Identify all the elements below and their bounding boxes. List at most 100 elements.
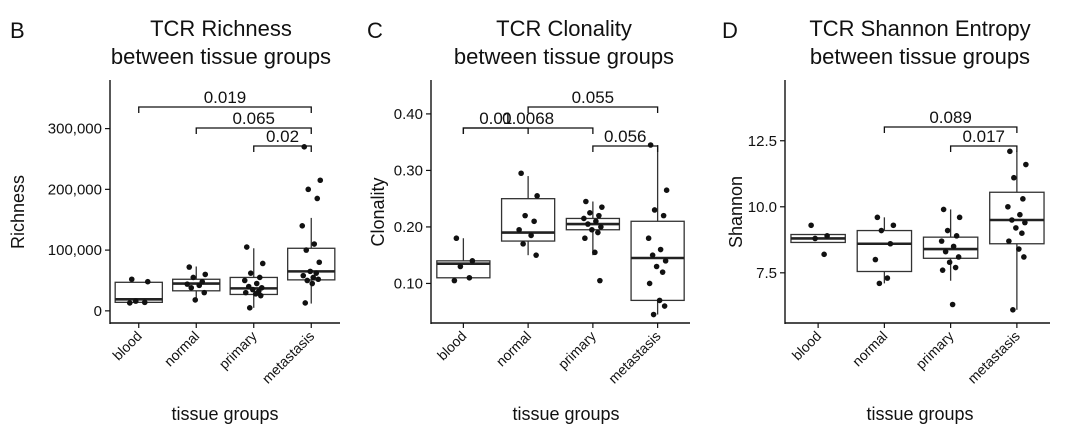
y-tick-label: 300,000 bbox=[48, 121, 102, 138]
chart-title-line-2: between tissue groups bbox=[810, 44, 1030, 69]
data-point bbox=[661, 303, 668, 309]
data-point bbox=[184, 281, 191, 287]
x-axis-label: tissue groups bbox=[171, 404, 278, 424]
data-point bbox=[533, 252, 539, 258]
data-point bbox=[1020, 196, 1026, 202]
data-point bbox=[253, 280, 260, 287]
data-point bbox=[242, 289, 249, 296]
data-point bbox=[188, 284, 195, 291]
data-point bbox=[245, 283, 252, 290]
x-tick-label: normal bbox=[161, 328, 203, 370]
data-point bbox=[243, 244, 250, 250]
data-point bbox=[872, 256, 879, 263]
data-point bbox=[1007, 148, 1013, 155]
data-point bbox=[653, 263, 660, 270]
data-point bbox=[317, 177, 324, 184]
chart-title-line-1: TCR Clonality bbox=[496, 16, 632, 41]
data-point bbox=[878, 227, 885, 234]
panel-letter-c: C bbox=[367, 18, 383, 43]
data-point bbox=[581, 215, 587, 222]
data-point bbox=[316, 259, 323, 266]
data-point bbox=[824, 233, 830, 239]
data-point bbox=[315, 276, 322, 283]
data-point bbox=[887, 240, 894, 247]
chart-title-line-2: between tissue groups bbox=[454, 44, 674, 69]
significance-bracket bbox=[883, 126, 1018, 133]
y-tick-label: 0.10 bbox=[394, 275, 423, 292]
y-axis-label: Shannon bbox=[726, 176, 746, 248]
data-point bbox=[252, 291, 259, 297]
data-point bbox=[1019, 230, 1025, 236]
y-axis-label: Clonality bbox=[368, 177, 388, 246]
panel-letter-b: B bbox=[10, 18, 25, 43]
p-value-label: 0.019 bbox=[204, 88, 247, 107]
data-point bbox=[141, 299, 148, 306]
box-normal bbox=[500, 198, 556, 242]
y-tick-label: 0.20 bbox=[394, 219, 423, 236]
data-point bbox=[649, 252, 656, 258]
data-point bbox=[301, 144, 308, 150]
p-value-label: 0.0068 bbox=[502, 109, 554, 128]
data-point bbox=[650, 311, 657, 318]
panel-richness: B TCR Richness between tissue groups Ric… bbox=[8, 16, 340, 424]
data-point bbox=[1017, 211, 1023, 218]
data-point bbox=[309, 280, 316, 287]
data-point bbox=[946, 259, 953, 266]
panel-clonality: C TCR Clonality between tissue groups Cl… bbox=[367, 16, 690, 424]
x-tick-label: normal bbox=[849, 328, 891, 370]
y-tick-label: 10.0 bbox=[748, 199, 777, 216]
x-axis-label: tissue groups bbox=[512, 404, 619, 424]
data-point bbox=[939, 267, 946, 273]
data-point bbox=[126, 300, 133, 306]
data-point bbox=[587, 210, 593, 216]
data-point bbox=[663, 187, 670, 193]
data-point bbox=[307, 268, 314, 275]
data-point bbox=[942, 248, 949, 255]
data-point bbox=[310, 274, 317, 281]
data-point bbox=[1005, 203, 1011, 210]
significance-bracket bbox=[527, 106, 659, 113]
data-point bbox=[583, 198, 589, 205]
y-tick-label: 12.5 bbox=[748, 133, 777, 150]
data-point bbox=[303, 247, 310, 253]
x-tick-label: primary bbox=[216, 328, 260, 372]
x-tick-label: metastasis bbox=[259, 328, 318, 387]
data-point bbox=[241, 277, 248, 284]
x-tick-label: normal bbox=[493, 328, 535, 370]
data-point bbox=[1016, 246, 1022, 252]
data-point bbox=[305, 186, 312, 193]
x-tick-label: metastasis bbox=[605, 328, 664, 387]
data-point bbox=[300, 272, 307, 279]
data-point bbox=[304, 277, 311, 284]
data-point bbox=[953, 233, 960, 239]
box-primary bbox=[922, 236, 979, 259]
data-point bbox=[1009, 217, 1015, 223]
data-point bbox=[884, 275, 891, 281]
data-point bbox=[518, 170, 524, 177]
data-point bbox=[646, 280, 653, 287]
p-value-label: 0.017 bbox=[962, 127, 1005, 146]
data-point bbox=[808, 222, 814, 229]
data-point bbox=[645, 235, 652, 242]
p-value-label: 0.056 bbox=[604, 127, 647, 146]
x-tick-label: primary bbox=[555, 328, 599, 372]
p-value-label: 0.02 bbox=[266, 127, 299, 146]
data-point bbox=[302, 300, 309, 306]
significance-bracket bbox=[592, 145, 659, 152]
box-normal bbox=[856, 229, 913, 273]
data-point bbox=[528, 232, 534, 239]
data-point bbox=[249, 286, 256, 293]
data-point bbox=[516, 226, 522, 233]
x-axis-label: tissue groups bbox=[866, 404, 973, 424]
data-point bbox=[874, 214, 881, 221]
data-point bbox=[596, 212, 602, 219]
data-point bbox=[876, 280, 883, 287]
y-axis-label: Richness bbox=[8, 175, 28, 249]
data-point bbox=[128, 276, 135, 283]
y-tick-label: 0.40 bbox=[394, 106, 423, 123]
data-point bbox=[531, 218, 537, 225]
chart-title-line-1: TCR Shannon Entropy bbox=[809, 16, 1030, 41]
box-metastasis bbox=[630, 220, 685, 302]
data-point bbox=[259, 260, 266, 267]
